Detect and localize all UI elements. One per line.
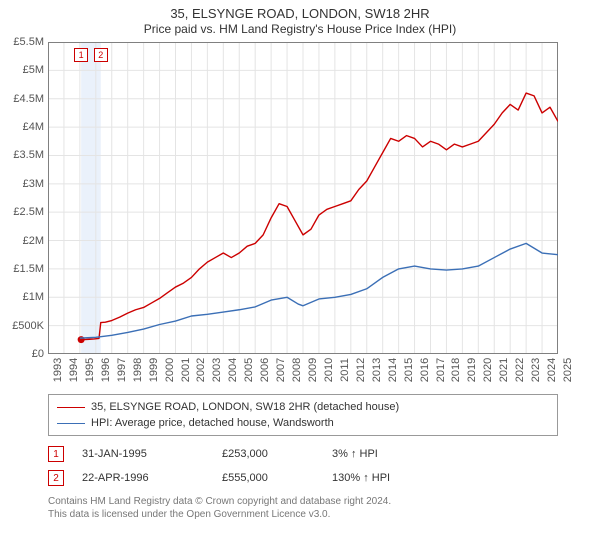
chart-legend: 35, ELSYNGE ROAD, LONDON, SW18 2HR (deta…: [48, 394, 558, 436]
x-axis-label: 1998: [128, 358, 144, 382]
y-axis-label: £4.5M: [13, 93, 48, 105]
y-axis-label: £500K: [12, 320, 48, 332]
y-axis-label: £5M: [23, 64, 48, 76]
x-axis-label: 2025: [558, 358, 574, 382]
x-axis-label: 2015: [399, 358, 415, 382]
y-axis-label: £2.5M: [13, 206, 48, 218]
transactions-table: 1 31-JAN-1995£253,0003% ↑ HPI 2 22-APR-1996…: [48, 442, 558, 490]
x-axis-label: 1997: [112, 358, 128, 382]
x-axis-label: 1995: [80, 358, 96, 382]
legend-item: HPI: Average price, detached house, Wand…: [57, 415, 549, 431]
x-axis-label: 2010: [319, 358, 335, 382]
x-axis-label: 2007: [271, 358, 287, 382]
legend-item: 35, ELSYNGE ROAD, LONDON, SW18 2HR (deta…: [57, 399, 549, 415]
x-axis-label: 2019: [462, 358, 478, 382]
x-axis-label: 2022: [510, 358, 526, 382]
transaction-marker: 2: [94, 48, 108, 62]
transaction-price: £253,000: [222, 448, 332, 460]
chart-title: 35, ELSYNGE ROAD, LONDON, SW18 2HR: [0, 6, 600, 21]
x-axis-label: 1999: [144, 358, 160, 382]
transaction-marker: 1: [74, 48, 88, 62]
x-axis-label: 2014: [383, 358, 399, 382]
y-axis-label: £5.5M: [13, 36, 48, 48]
transaction-price: £555,000: [222, 472, 332, 484]
x-axis-label: 2002: [191, 358, 207, 382]
y-axis-label: £1M: [23, 291, 48, 303]
x-axis-label: 2006: [255, 358, 271, 382]
footnote-line-1: Contains HM Land Registry data © Crown c…: [48, 496, 391, 507]
x-axis-label: 2011: [335, 358, 351, 382]
x-axis-label: 2016: [415, 358, 431, 382]
legend-label: HPI: Average price, detached house, Wand…: [91, 417, 334, 429]
x-axis-label: 2008: [287, 358, 303, 382]
x-axis-label: 2005: [239, 358, 255, 382]
x-axis-label: 2020: [478, 358, 494, 382]
x-axis-label: 1994: [64, 358, 80, 382]
footnote: Contains HM Land Registry data © Crown c…: [48, 496, 558, 521]
x-axis-label: 2003: [207, 358, 223, 382]
legend-swatch: [57, 423, 85, 424]
legend-swatch: [57, 407, 85, 408]
x-axis-label: 1993: [48, 358, 64, 382]
x-axis-label: 2017: [431, 358, 447, 382]
transaction-row: 2 22-APR-1996£555,000130% ↑ HPI: [48, 466, 558, 490]
x-axis-label: 2018: [446, 358, 462, 382]
transaction-date: 22-APR-1996: [82, 472, 222, 484]
y-axis-label: £0: [32, 348, 48, 360]
y-axis-label: £1.5M: [13, 263, 48, 275]
x-axis-label: 2021: [494, 358, 510, 382]
chart-subtitle: Price paid vs. HM Land Registry's House …: [0, 22, 600, 36]
y-axis-label: £3.5M: [13, 149, 48, 161]
x-axis-label: 2013: [367, 358, 383, 382]
x-axis-label: 2001: [176, 358, 192, 382]
legend-label: 35, ELSYNGE ROAD, LONDON, SW18 2HR (deta…: [91, 401, 399, 413]
y-axis-label: £4M: [23, 121, 48, 133]
x-axis-label: 2004: [223, 358, 239, 382]
x-axis-label: 2023: [526, 358, 542, 382]
transaction-row: 1 31-JAN-1995£253,0003% ↑ HPI: [48, 442, 558, 466]
price-chart: £0£500K£1M£1.5M£2M£2.5M£3M£3.5M£4M£4.5M£…: [48, 42, 558, 354]
footnote-line-2: This data is licensed under the Open Gov…: [48, 509, 330, 520]
transaction-date: 31-JAN-1995: [82, 448, 222, 460]
x-axis-label: 2024: [542, 358, 558, 382]
x-axis-label: 1996: [96, 358, 112, 382]
x-axis-label: 2012: [351, 358, 367, 382]
y-axis-label: £3M: [23, 178, 48, 190]
y-axis-label: £2M: [23, 235, 48, 247]
transaction-hpi-delta: 3% ↑ HPI: [332, 448, 422, 460]
transaction-badge: 2: [48, 470, 64, 486]
x-axis-label: 2009: [303, 358, 319, 382]
x-axis-label: 2000: [160, 358, 176, 382]
transaction-hpi-delta: 130% ↑ HPI: [332, 472, 422, 484]
transaction-badge: 1: [48, 446, 64, 462]
